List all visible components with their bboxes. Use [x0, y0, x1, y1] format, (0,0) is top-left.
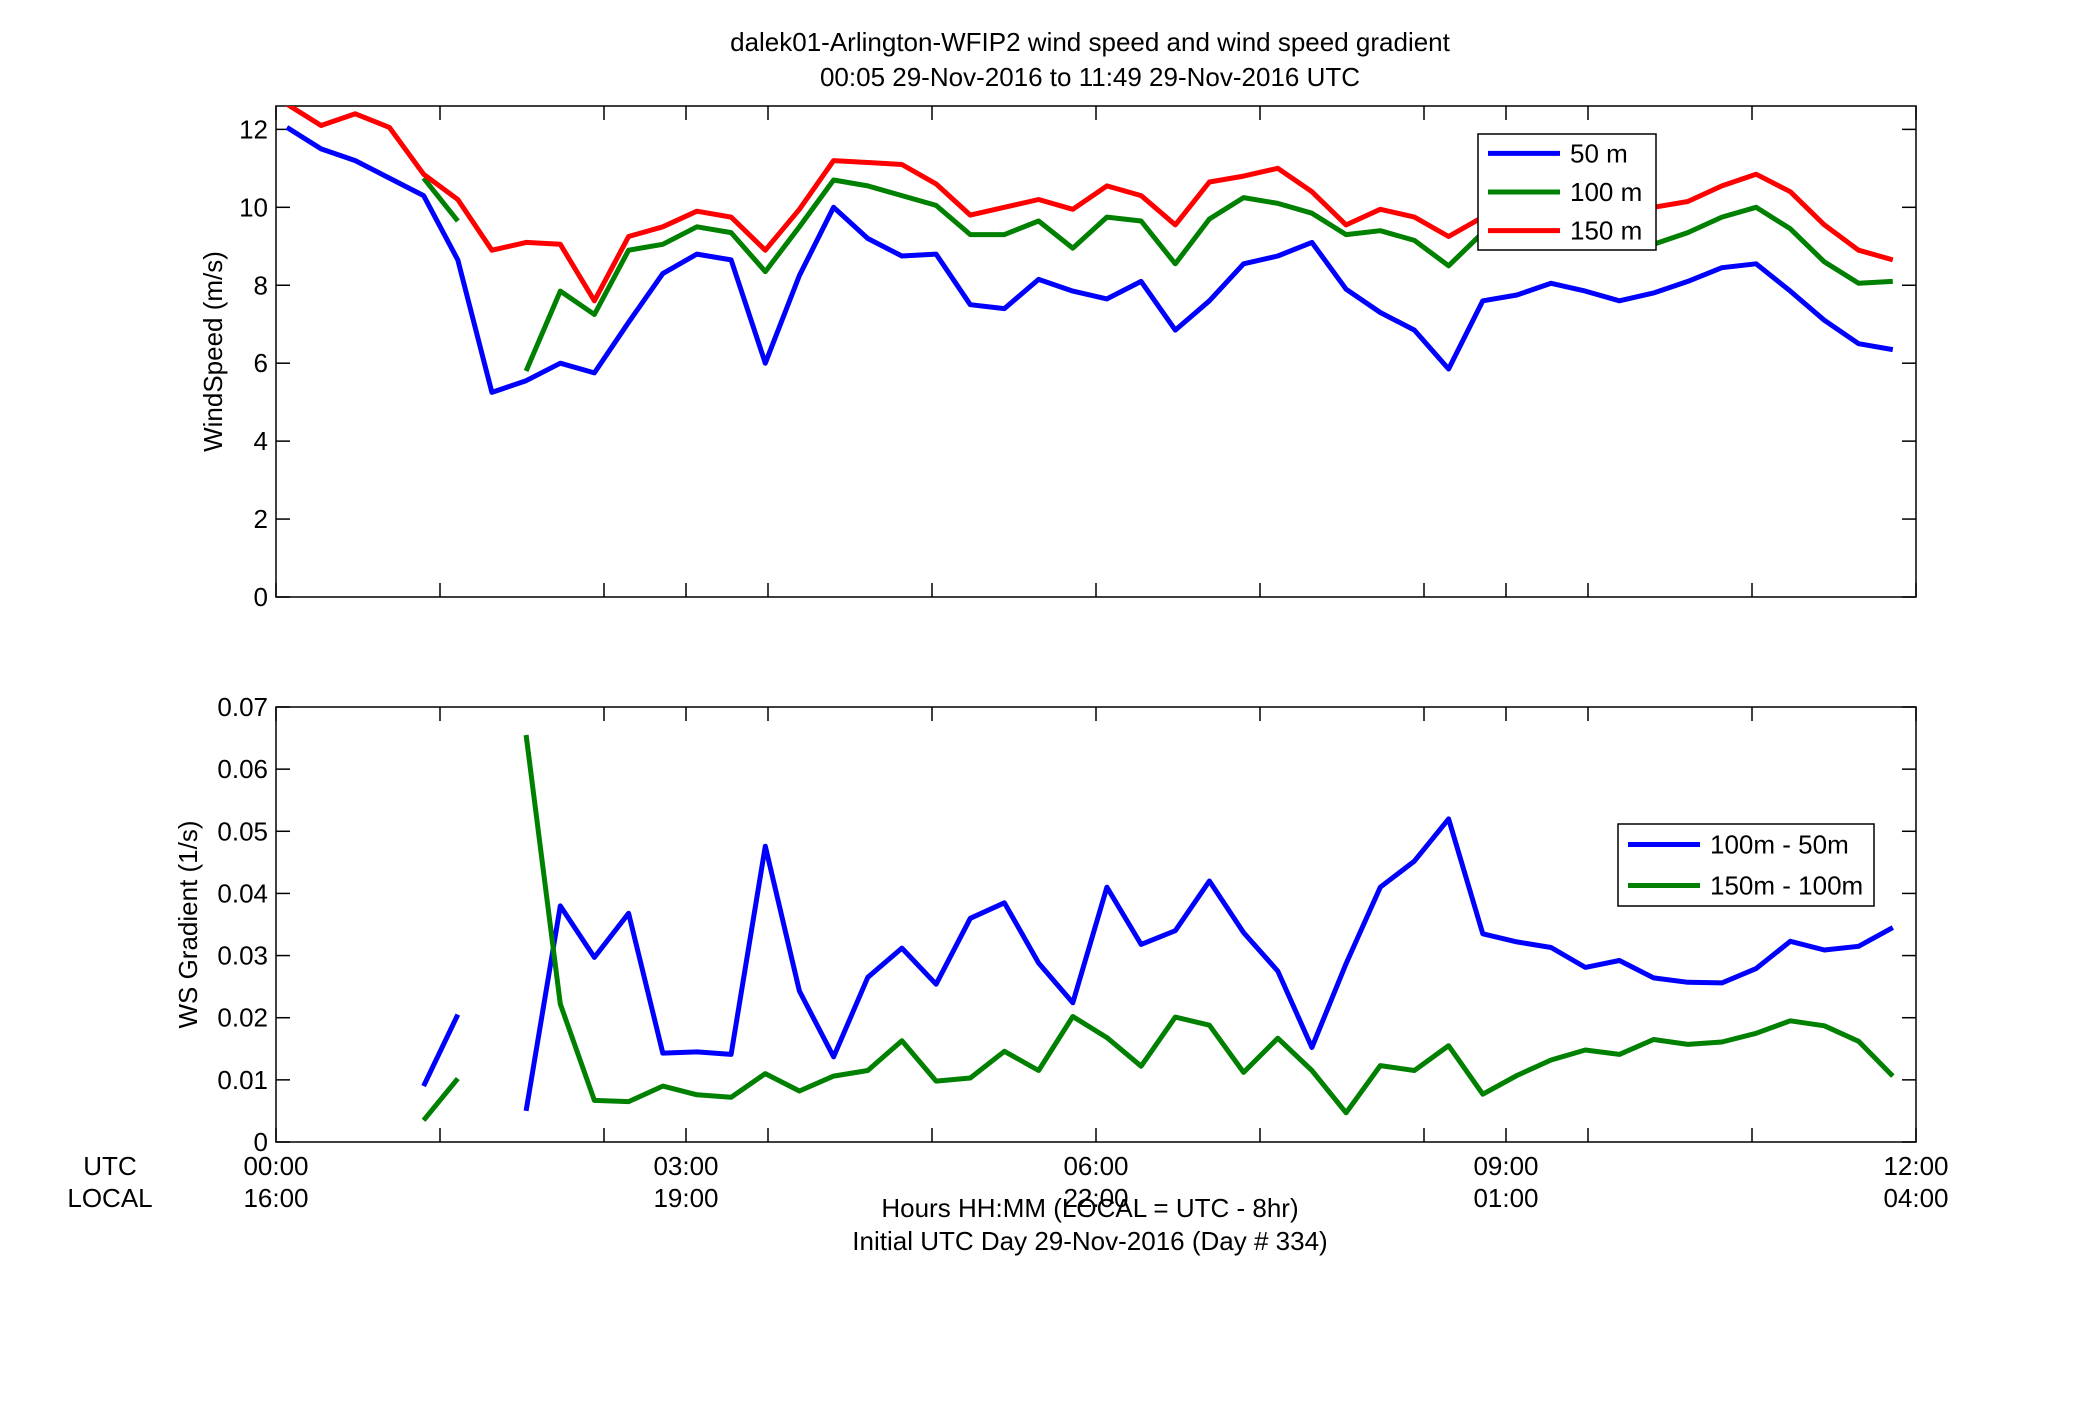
- y-tick-label: 8: [254, 270, 268, 300]
- y-tick-label: 4: [254, 426, 268, 456]
- y-axis-label: WS Gradient (1/s): [173, 820, 203, 1028]
- y-tick-label: 0.01: [217, 1065, 268, 1095]
- series-line-100m-50m: [421, 816, 1894, 1112]
- x-tick-label-utc: 03:00: [653, 1151, 718, 1181]
- x-tick-label-local: 04:00: [1883, 1183, 1948, 1213]
- x-tick-label-utc: 12:00: [1883, 1151, 1948, 1181]
- y-tick-label: 0.05: [217, 816, 268, 846]
- y-axis-label: WindSpeed (m/s): [198, 251, 228, 452]
- y-tick-label: 0.03: [217, 941, 268, 971]
- legend-entry: 150m - 100m: [1710, 871, 1863, 901]
- y-tick-label: 0.07: [217, 692, 268, 722]
- utc-row-label: UTC: [83, 1151, 136, 1181]
- series-line-100-m: [421, 176, 1893, 372]
- legend: 100m - 50m 150m - 100m: [1617, 823, 1875, 907]
- ws-gradient-panel: 0 0.01 0.02 0.03 0.04 0.05 0.06 0.07 WS Gradient…: [173, 692, 1917, 1157]
- legend: 50 m 100 m 150 m: [1477, 133, 1657, 251]
- legend-box: [1617, 823, 1875, 907]
- chart-title-line2: 00:05 29-Nov-2016 to 11:49 29-Nov-2016 U…: [820, 62, 1360, 92]
- x-axis-label-line1: Hours HH:MM (LOCAL = UTC - 8hr): [881, 1193, 1298, 1223]
- y-tick-label: 2: [254, 504, 268, 534]
- y-tick-label: 0: [254, 582, 268, 612]
- series-line-50-m: [285, 125, 1894, 395]
- series-line-150m-100m: [421, 734, 1895, 1122]
- x-tick-label-utc: 00:00: [243, 1151, 308, 1181]
- local-row-label: LOCAL: [67, 1183, 152, 1213]
- x-axis-label-line2: Initial UTC Day 29-Nov-2016 (Day # 334): [852, 1226, 1327, 1256]
- x-tick-label-local: 22:00: [1063, 1183, 1128, 1213]
- chart-title-line1: dalek01-Arlington-WFIP2 wind speed and w…: [730, 27, 1451, 57]
- legend-entry: 50 m: [1570, 138, 1628, 168]
- x-tick-label-utc: 09:00: [1473, 1151, 1538, 1181]
- legend-entry: 150 m: [1570, 216, 1642, 246]
- y-tick-label: 0.06: [217, 754, 268, 784]
- y-tick-label: 0: [254, 1127, 268, 1157]
- x-tick-label-local: 01:00: [1473, 1183, 1538, 1213]
- y-tick-label: 6: [254, 348, 268, 378]
- y-tick-label: 12: [239, 114, 268, 144]
- y-tick-label: 0.04: [217, 878, 268, 908]
- x-tick-label-local: 16:00: [243, 1183, 308, 1213]
- y-tick-label: 0.02: [217, 1003, 268, 1033]
- x-tick-label-utc: 06:00: [1063, 1151, 1128, 1181]
- y-tick-label: 10: [239, 192, 268, 222]
- wind-speed-panel: 0 2 4 6 8 10 12 WindSpeed (m/s) 50 m 100 m 150 m: [198, 105, 1917, 612]
- x-tick-label-local: 19:00: [653, 1183, 718, 1213]
- legend-entry: 100 m: [1570, 177, 1642, 207]
- legend-entry: 100m - 50m: [1710, 830, 1849, 860]
